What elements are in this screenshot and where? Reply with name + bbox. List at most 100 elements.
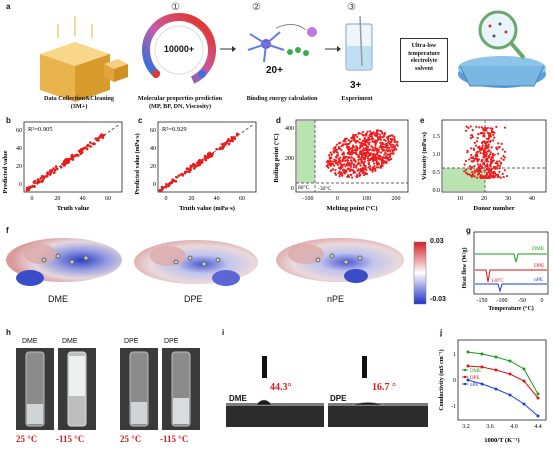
scatter-point — [364, 155, 367, 158]
scatter-point — [349, 141, 352, 144]
scatter-point — [340, 144, 343, 148]
scatter-point — [390, 140, 393, 144]
conductivity-point — [480, 382, 484, 386]
scatter-point — [25, 188, 29, 192]
scatter-point — [370, 156, 373, 159]
molecule-binding-icon — [247, 24, 317, 63]
y-tick-label: 0 — [291, 186, 294, 192]
scatter-point — [329, 169, 332, 172]
c-r2: R²=0.929 — [162, 126, 187, 133]
y-tick-label: 60 — [150, 128, 156, 134]
esp-surfaces — [6, 238, 404, 286]
y-tick-label: -1 — [451, 404, 456, 410]
temp-label-3: 25 °C — [120, 434, 142, 444]
scatter-point — [490, 131, 493, 134]
scatter-point — [379, 156, 382, 159]
scatter-point — [158, 188, 162, 192]
scatter-point — [493, 136, 496, 139]
scatter-point — [385, 161, 388, 164]
scatter-point — [463, 170, 466, 173]
scatter-point — [75, 153, 78, 157]
scatter-point — [388, 149, 392, 153]
scatter-point — [354, 141, 358, 144]
scatter-point — [349, 159, 353, 162]
scatter-point — [382, 142, 385, 146]
scatter-point — [349, 147, 352, 151]
x-tick-label: 3.2 — [462, 424, 470, 430]
scatter-point — [375, 161, 378, 164]
step2-number: ② — [252, 2, 261, 13]
panel-c-label: c — [138, 116, 143, 125]
scatter-point — [67, 158, 71, 162]
scatter-point — [493, 170, 496, 174]
scatter-point — [181, 172, 184, 176]
scatter-point — [164, 185, 168, 189]
scatter-point — [469, 137, 472, 140]
x-tick-label: -150 — [477, 298, 488, 304]
scatter-point — [52, 167, 55, 170]
scatter-point — [339, 141, 342, 144]
y-tick-label: 0 — [19, 182, 22, 188]
y-tick-label: 20 — [150, 164, 156, 170]
conductivity-line — [467, 365, 539, 399]
scatter-point — [489, 172, 492, 175]
scatter-point — [384, 152, 387, 155]
b-points — [25, 123, 121, 192]
x-tick-label: 100 — [362, 196, 371, 202]
box-line-4: solvent — [415, 65, 433, 72]
scatter-point — [366, 155, 370, 158]
gauge-dial — [142, 13, 216, 86]
conductivity-point — [494, 368, 498, 372]
scatter-point — [359, 169, 362, 173]
j-frame — [457, 339, 547, 421]
g-frame — [473, 231, 549, 295]
c-frame — [157, 121, 257, 193]
scatter-point — [352, 169, 355, 173]
step1-number: ① — [171, 2, 180, 13]
scatter-point — [339, 160, 342, 163]
scatter-point — [388, 146, 391, 149]
scatter-point — [343, 137, 347, 141]
scatter-point — [352, 171, 355, 175]
conductivity-point — [466, 378, 470, 382]
scatter-point — [335, 143, 338, 146]
d-xlabel: Melting point (°C) — [327, 205, 378, 212]
scatter-point — [487, 137, 490, 140]
scatter-point — [491, 159, 495, 162]
scatter-point — [352, 163, 355, 166]
scatter-point — [470, 156, 473, 159]
scatter-point — [502, 154, 505, 158]
step1-caption: Data Collection&Cleaning — [44, 95, 114, 102]
x-tick-label: 40 — [214, 196, 220, 202]
x-tick-label: 40 — [80, 196, 86, 202]
d-ylabel: Boiling point (°C) — [273, 133, 280, 182]
scatter-point — [350, 173, 353, 176]
scatter-point — [329, 163, 332, 166]
scatter-point — [327, 161, 330, 164]
scatter-point — [379, 166, 382, 169]
y-tick-label: 1.0 — [433, 152, 441, 158]
contact-angle-1: 44.3° — [270, 382, 292, 393]
scatter-point — [372, 162, 376, 165]
scatter-point — [46, 172, 49, 175]
scatter-point — [387, 140, 390, 143]
scatter-point — [478, 167, 482, 171]
box-line-3: electrolyte — [410, 58, 438, 64]
scatter-point — [346, 159, 349, 162]
b-ylabel: Predicted value — [2, 150, 9, 193]
surface-label-dpe: DPE — [330, 394, 347, 403]
scatter-point — [489, 162, 492, 166]
j-legend-dme: DME — [470, 369, 481, 374]
scatter-point — [357, 155, 360, 159]
scatter-point — [380, 160, 383, 163]
j-legend-npe: nPE — [470, 383, 478, 388]
step3-caption: Binding energy calculation — [246, 95, 318, 102]
scatter-point — [339, 162, 342, 165]
scatter-point — [479, 163, 482, 166]
scatter-point — [359, 164, 362, 167]
j-legend-dpe: DPE — [470, 376, 479, 381]
scatter-point — [359, 150, 363, 153]
plot-d: Boiling point (°C) 80°C -30°C Melting po… — [273, 119, 409, 212]
scatter-point — [334, 149, 337, 152]
scatter-point — [328, 154, 331, 157]
